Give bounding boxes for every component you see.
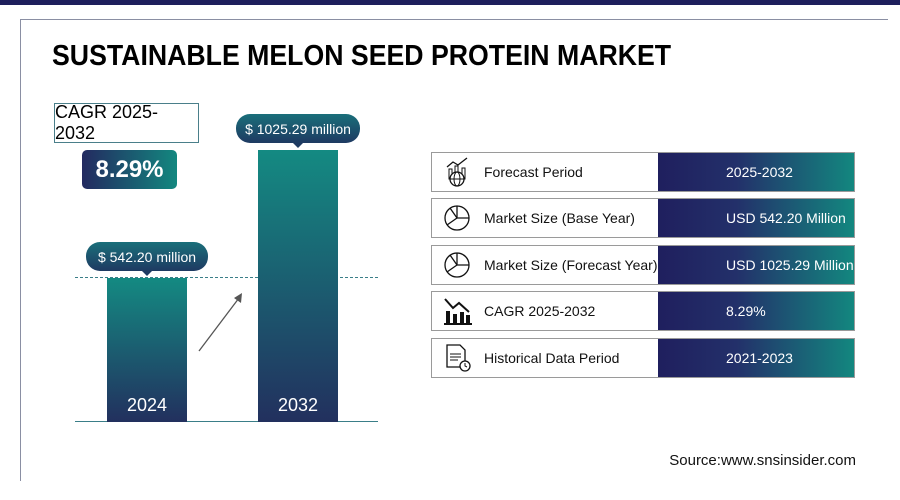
info-row-label: Forecast Period [484,164,583,180]
pie-chart-icon [432,250,484,280]
info-row-value: USD 542.20 Million [726,210,846,226]
cagr-value: 8.29% [82,150,177,189]
info-row-value-cell: 2021-2023 [658,339,854,377]
info-row-label: Market Size (Base Year) [484,210,635,226]
info-row-label-cell: Historical Data Period [432,339,658,377]
info-row: Forecast Period 2025-2032 [431,152,855,192]
document-clock-icon [432,343,484,373]
reference-dashed-line [75,277,378,278]
bar-2032: 2032 [258,150,338,422]
page-title: SUSTAINABLE MELON SEED PROTEIN MARKET [52,40,672,72]
info-row-value-cell: 8.29% [658,292,854,330]
info-row-value-cell: USD 1025.29 Million [658,246,854,284]
source-text: Source:www.snsinsider.com [669,452,856,469]
bar-2024: 2024 [107,278,187,422]
info-row-value: 8.29% [726,303,766,319]
info-row: Market Size (Base Year) USD 542.20 Millio… [431,198,855,238]
globe-chart-icon [432,157,484,187]
info-row: Market Size (Forecast Year) USD 1025.29 M… [431,245,855,285]
info-row-label-cell: CAGR 2025-2032 [432,292,658,330]
info-row-value-cell: USD 542.20 Million [658,199,854,237]
info-row-value-cell: 2025-2032 [658,153,854,191]
info-row-value: 2025-2032 [726,164,793,180]
data-label-2024: $ 542.20 million [86,242,208,277]
info-row-label-cell: Market Size (Forecast Year) [432,246,658,284]
info-row-label-cell: Market Size (Base Year) [432,199,658,237]
growth-arrow-icon [198,293,242,352]
data-label-2032: $ 1025.29 million [236,114,360,148]
frame [20,19,888,481]
x-tick-label: 2032 [277,395,319,415]
info-row: Historical Data Period 2021-2023 [431,338,855,378]
bar-chart-icon [432,296,484,326]
info-row-label: CAGR 2025-2032 [484,303,596,319]
x-axis-baseline [75,421,378,422]
top-bar [0,0,900,5]
pie-chart-icon [432,203,484,233]
x-tick-label: 2024 [126,394,168,415]
info-row-value: USD 1025.29 Million [726,257,854,273]
info-row-label: Historical Data Period [484,350,620,366]
info-row: CAGR 2025-2032 8.29% [431,291,855,331]
info-row-label: Market Size (Forecast Year) [484,257,658,273]
info-row-value: 2021-2023 [726,350,793,366]
info-row-label-cell: Forecast Period [432,153,658,191]
cagr-label: CAGR 2025-2032 [54,102,199,143]
